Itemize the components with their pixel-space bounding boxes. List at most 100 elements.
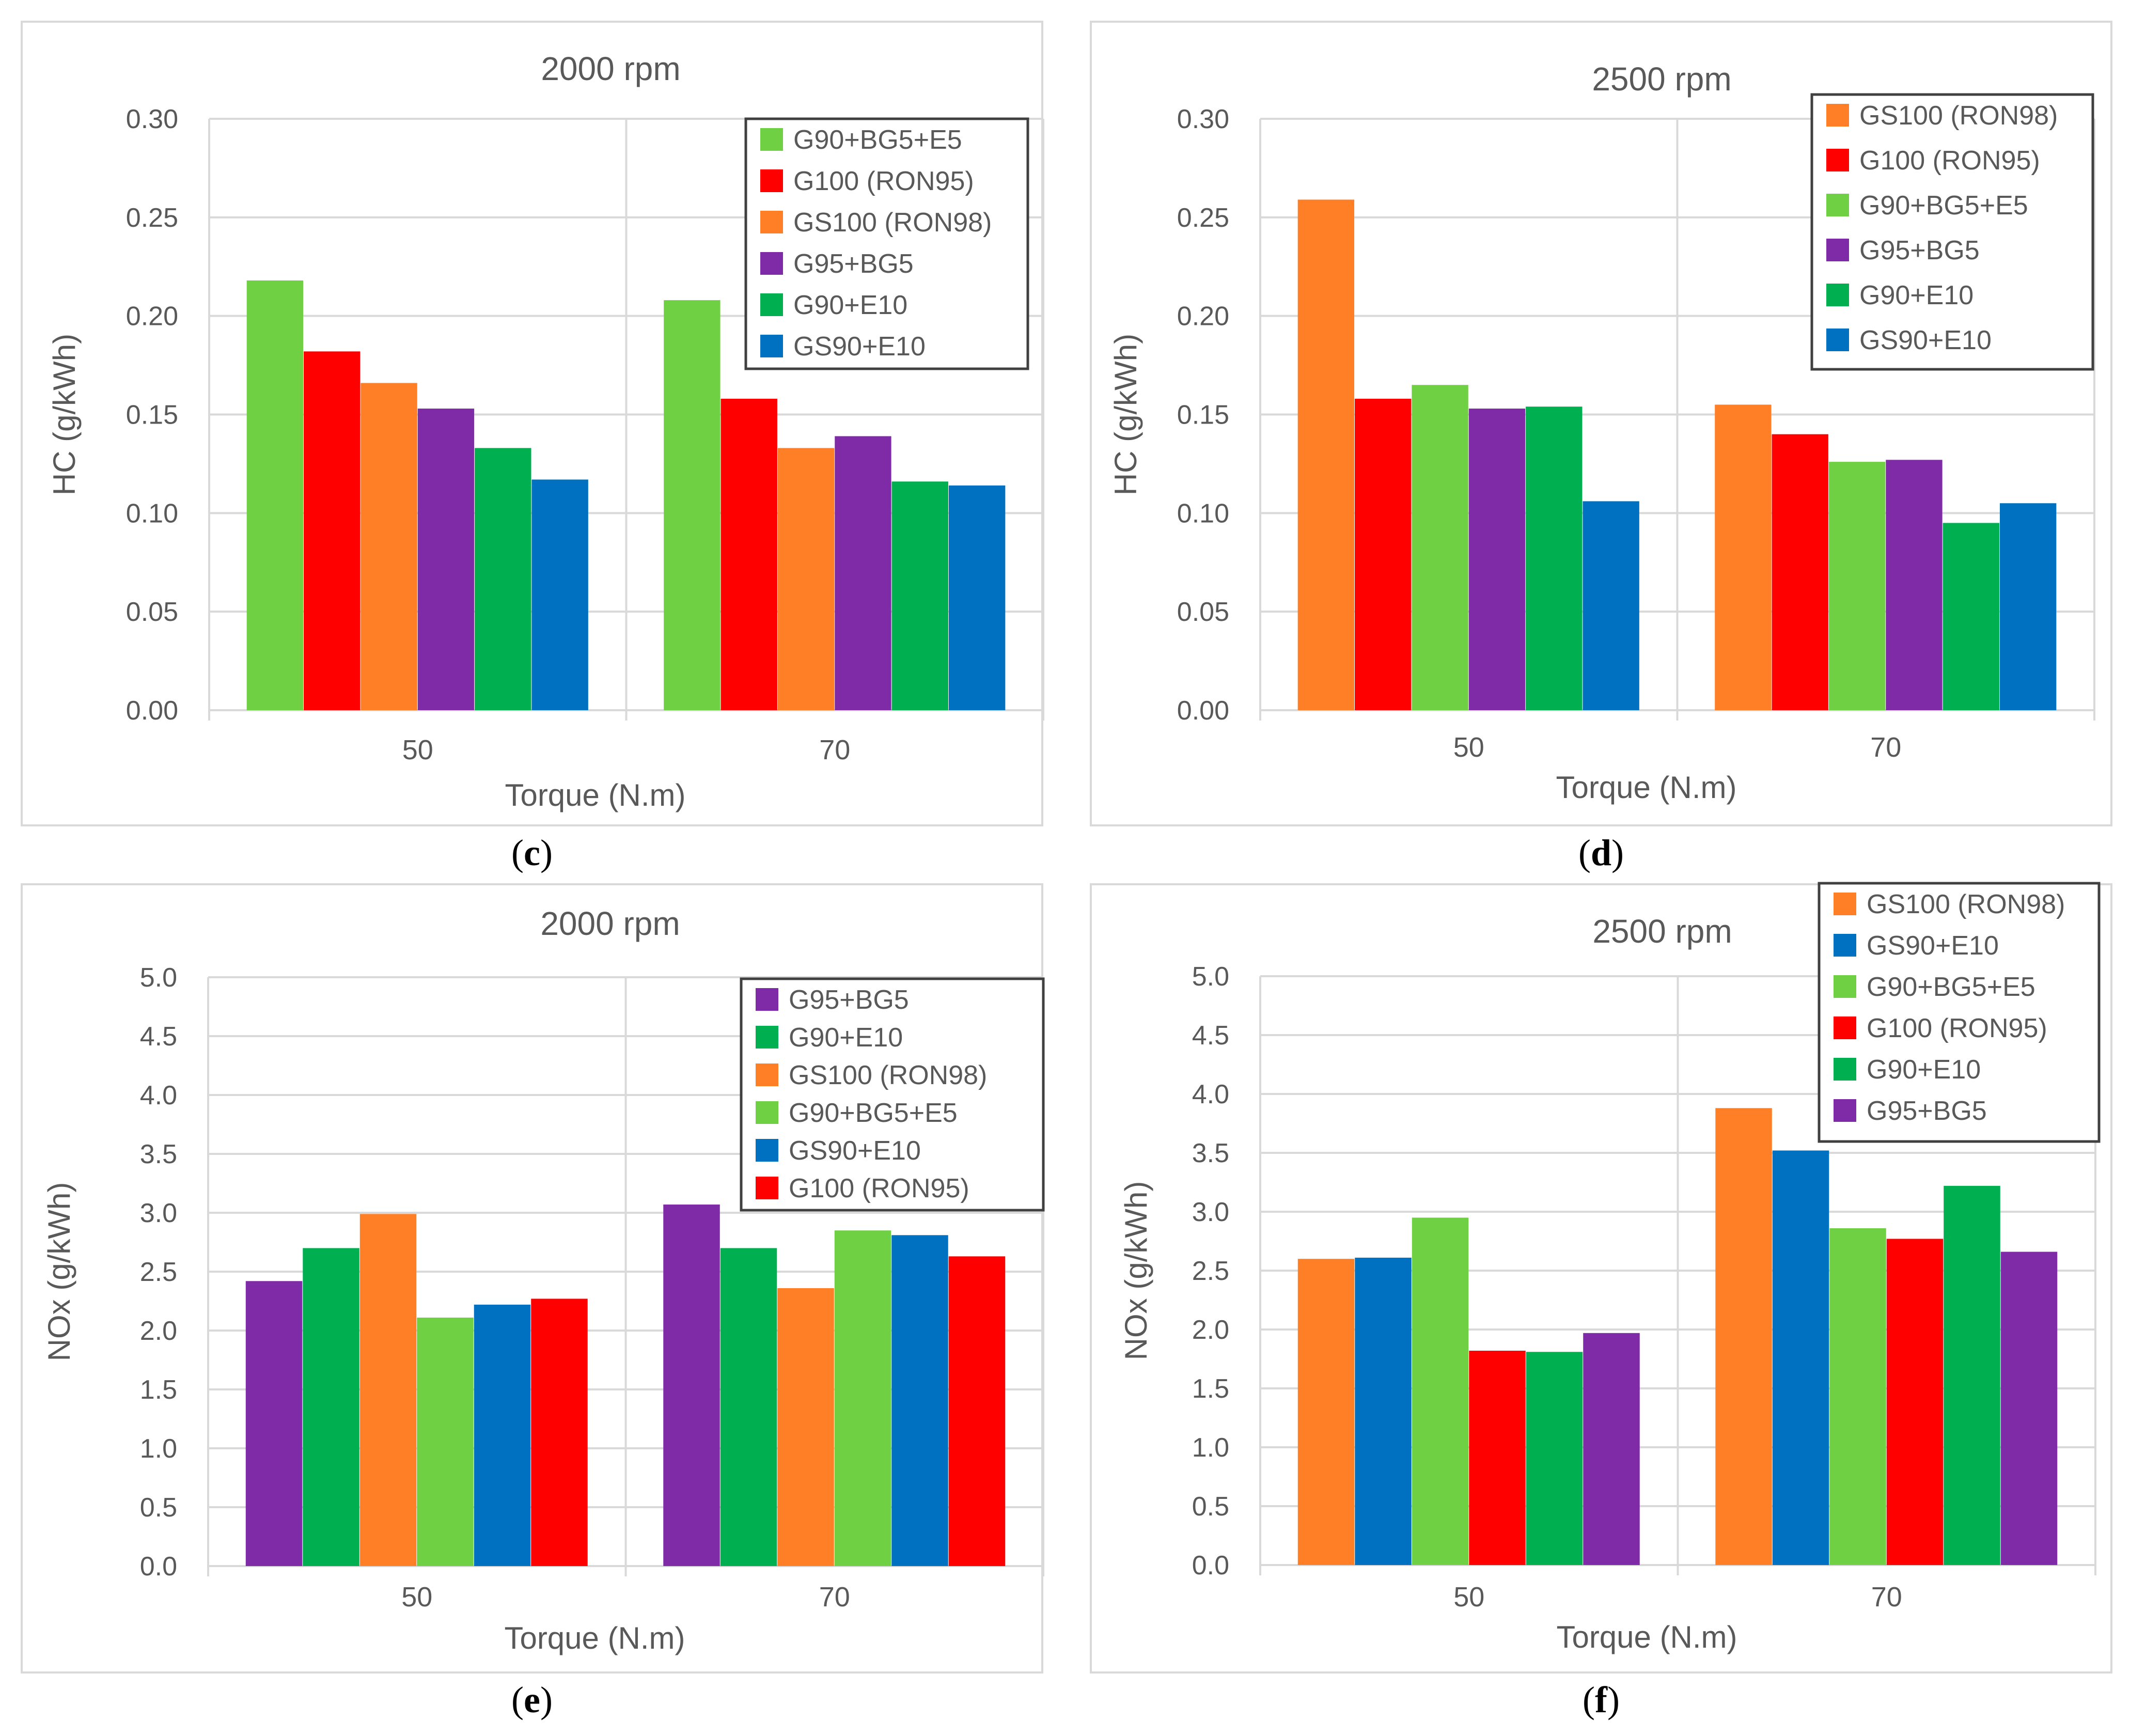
x-axis-label: Torque (N.m) bbox=[1556, 770, 1736, 805]
bar bbox=[359, 1214, 417, 1566]
y-axis-label: NOx (g/kWh) bbox=[1119, 1181, 1153, 1360]
x-tick-label: 70 bbox=[819, 734, 850, 765]
nox-2500rpm-chart: 2500 rpm 0.0 0.5 1.0 1.5 2.0 2.5 3.0 3.5 4.0 4.5 5.… bbox=[1119, 882, 2101, 1654]
bar bbox=[361, 383, 417, 710]
y-tick-label: 0.25 bbox=[1177, 203, 1229, 233]
y-tick-label: 0.25 bbox=[126, 203, 178, 233]
panel-caption: (d) bbox=[1578, 832, 1624, 873]
chart-title: 2500 rpm bbox=[1592, 60, 1731, 98]
y-tick-label: 3.5 bbox=[140, 1139, 177, 1169]
y-tick-label: 4.0 bbox=[1192, 1080, 1229, 1109]
legend-label: G90+E10 bbox=[789, 1023, 903, 1053]
legend-label: G90+BG5+E5 bbox=[789, 1098, 958, 1128]
bar bbox=[245, 1281, 303, 1566]
legend-swatch bbox=[1834, 893, 1856, 915]
bar bbox=[1829, 1228, 1886, 1565]
bar bbox=[1412, 385, 1468, 710]
legend-label: G100 (RON95) bbox=[1867, 1013, 2047, 1043]
y-tick-label: 1.0 bbox=[1192, 1433, 1229, 1463]
y-axis-label: HC (g/kWh) bbox=[47, 334, 82, 495]
bar bbox=[1297, 199, 1355, 710]
bar bbox=[1355, 1257, 1412, 1565]
legend-swatch bbox=[1834, 934, 1856, 957]
bar bbox=[531, 479, 588, 710]
bar bbox=[834, 1230, 891, 1566]
y-axis-label: HC (g/kWh) bbox=[1108, 334, 1143, 495]
legend-label: G100 (RON95) bbox=[789, 1174, 969, 1203]
legend-label: G90+E10 bbox=[1859, 280, 1974, 310]
legend-label: G95+BG5 bbox=[1859, 236, 1980, 265]
legend-swatch bbox=[760, 128, 783, 151]
bar bbox=[664, 300, 721, 710]
y-tick-label: 1.0 bbox=[140, 1434, 177, 1464]
y-tick-label: 4.0 bbox=[140, 1081, 177, 1111]
panel-e: 2000 rpm 0.0 0.5 1.0 1.5 2.0 2.5 3.0 3.5 4.0 4.5 5.… bbox=[21, 883, 1045, 1730]
y-tick-label: 0.0 bbox=[1192, 1551, 1229, 1581]
bar bbox=[2000, 1252, 2058, 1565]
chart-title: 2500 rpm bbox=[1592, 913, 1732, 950]
bar bbox=[1583, 1333, 1640, 1565]
legend-swatch bbox=[1834, 1016, 1856, 1039]
x-tick-label: 50 bbox=[1453, 732, 1484, 763]
bar bbox=[777, 448, 835, 710]
bar bbox=[1943, 523, 1999, 710]
legend-swatch bbox=[1826, 149, 1849, 171]
legend-label: GS90+E10 bbox=[1859, 325, 1992, 355]
x-tick-label: 50 bbox=[1453, 1582, 1484, 1613]
legend-label: GS100 (RON98) bbox=[793, 208, 992, 238]
y-tick-label: 1.5 bbox=[140, 1375, 177, 1405]
bar bbox=[720, 1248, 777, 1566]
bar bbox=[948, 485, 1006, 710]
legend-label: G100 (RON95) bbox=[793, 166, 974, 196]
panel-c: 2000 rpm 0.00 0.05 0.10 0.15 0.20 0.25 0.30 50 70… bbox=[21, 21, 1044, 873]
y-tick-label: 0.20 bbox=[1177, 302, 1229, 332]
hc-2000rpm-chart: 2000 rpm 0.00 0.05 0.10 0.15 0.20 0.25 0.30 50 70… bbox=[47, 50, 1044, 812]
y-tick-label: 0.05 bbox=[1177, 597, 1229, 627]
legend-label: GS90+E10 bbox=[793, 332, 926, 362]
x-tick-label: 70 bbox=[819, 1582, 850, 1613]
legend: GS100 (RON98) G100 (RON95) G90+BG5+E5 G95+B… bbox=[1810, 93, 2094, 371]
legend-label: GS90+E10 bbox=[789, 1136, 921, 1166]
legend-swatch bbox=[760, 169, 783, 192]
bar bbox=[891, 1235, 948, 1566]
y-tick-label: 4.5 bbox=[1192, 1021, 1229, 1051]
panel-d: 2500 rpm 0.00 0.05 0.10 0.15 0.20 0.25 0.30 50 70… bbox=[1090, 21, 2112, 873]
legend: G95+BG5 G90+E10 GS100 (RON98) G90+BG5+E5 GS9… bbox=[740, 977, 1045, 1212]
x-axis-label: Torque (N.m) bbox=[504, 1621, 685, 1655]
bar bbox=[891, 481, 948, 710]
legend-box bbox=[744, 117, 1029, 370]
legend-label: G90+BG5+E5 bbox=[1867, 972, 2035, 1002]
y-tick-label: 2.5 bbox=[140, 1257, 177, 1287]
legend-label: G90+BG5+E5 bbox=[793, 125, 962, 155]
legend: G90+BG5+E5 G100 (RON95) GS100 (RON98) G95+B… bbox=[744, 117, 1029, 370]
y-tick-label: 3.0 bbox=[1192, 1197, 1229, 1227]
bar bbox=[1468, 409, 1526, 710]
bar bbox=[475, 448, 531, 710]
y-tick-label: 3.0 bbox=[140, 1198, 177, 1228]
bar bbox=[417, 409, 475, 710]
y-tick-label: 0.10 bbox=[126, 498, 178, 528]
legend-label: G95+BG5 bbox=[1867, 1096, 1987, 1126]
legend-swatch bbox=[1834, 1099, 1856, 1122]
legend-swatch bbox=[756, 1139, 778, 1162]
chart-title: 2000 rpm bbox=[541, 50, 680, 87]
bar bbox=[835, 436, 891, 710]
y-tick-label: 0.30 bbox=[1177, 104, 1229, 134]
bar bbox=[1828, 462, 1886, 710]
bar bbox=[304, 351, 361, 710]
bar bbox=[948, 1256, 1006, 1566]
legend-box bbox=[1810, 93, 2094, 371]
y-tick-label: 0.30 bbox=[126, 104, 178, 134]
bar bbox=[1526, 1352, 1583, 1565]
y-tick-label: 2.0 bbox=[1192, 1315, 1229, 1345]
bar bbox=[1469, 1351, 1526, 1565]
legend-swatch bbox=[756, 1064, 778, 1086]
bar bbox=[417, 1317, 474, 1566]
bar bbox=[1999, 503, 2057, 710]
x-axis-label: Torque (N.m) bbox=[1556, 1620, 1737, 1654]
legend-label: G95+BG5 bbox=[789, 985, 909, 1015]
y-tick-label: 0.05 bbox=[126, 597, 178, 627]
legend-swatch bbox=[756, 1101, 778, 1124]
bar bbox=[531, 1299, 588, 1566]
x-tick-label: 50 bbox=[401, 1582, 432, 1613]
